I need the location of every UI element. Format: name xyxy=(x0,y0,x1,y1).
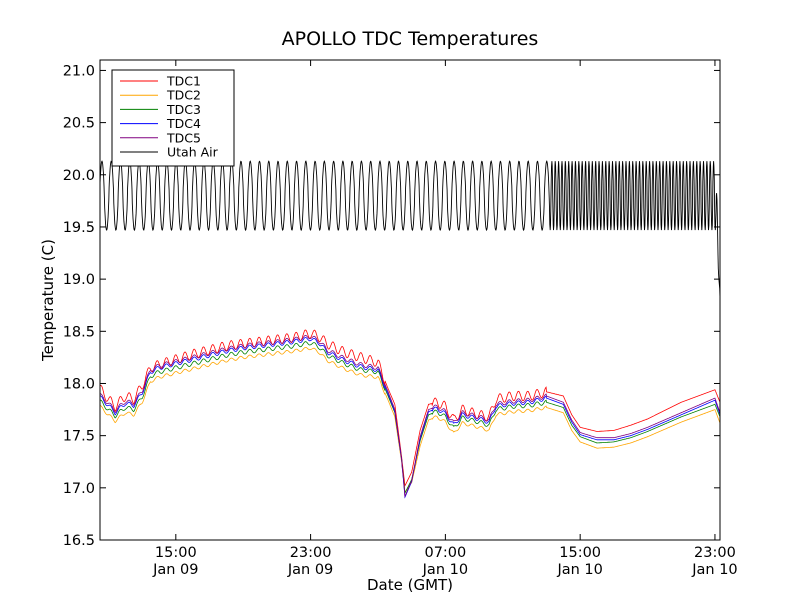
legend-label-tdc1: TDC1 xyxy=(166,74,201,89)
legend-label-utah-air: Utah Air xyxy=(167,145,219,160)
ticks-layer: 16.5 17.0 17.5 18.0 18.5 19.0 19.5 20.0 20.5 21.0… xyxy=(63,60,738,578)
series-line-tdc4 xyxy=(100,337,721,499)
x-axis-label: Date (GMT) xyxy=(367,576,453,594)
y-tick-label: 19.5 xyxy=(63,220,95,236)
series-line-tdc1 xyxy=(99,329,721,487)
y-tick-label: 19.0 xyxy=(63,272,95,288)
x-tick-date: Jan 09 xyxy=(287,562,333,578)
x-tick-date: Jan 10 xyxy=(556,562,602,578)
y-tick-label: 18.0 xyxy=(63,376,95,392)
x-tick-date: Jan 10 xyxy=(691,562,737,578)
x-tick-time: 07:00 xyxy=(424,545,466,561)
legend-label-tdc5: TDC5 xyxy=(166,130,201,145)
x-tick-date: Jan 09 xyxy=(152,562,198,578)
series-line-tdc5 xyxy=(100,334,721,498)
y-tick-label: 21.0 xyxy=(63,63,95,79)
legend-label-tdc3: TDC3 xyxy=(166,102,201,117)
x-tick-time: 15:00 xyxy=(559,545,601,561)
y-tick-label: 17.5 xyxy=(63,429,95,445)
y-tick-label: 20.5 xyxy=(63,116,95,132)
legend-box xyxy=(111,69,235,167)
chart-title: APOLLO TDC Temperatures xyxy=(282,28,539,50)
y-tick-label: 18.5 xyxy=(63,324,95,340)
y-tick-label: 16.5 xyxy=(63,533,95,549)
x-tick-time: 23:00 xyxy=(694,545,736,561)
series-layer xyxy=(99,160,721,499)
legend-label-tdc4: TDC4 xyxy=(166,116,201,131)
x-tick-time: 23:00 xyxy=(290,545,332,561)
plot-frame xyxy=(99,59,721,541)
y-tick-label: 20.0 xyxy=(63,168,95,184)
y-tick-label: 17.0 xyxy=(63,481,95,497)
x-tick-date: Jan 10 xyxy=(422,562,468,578)
x-tick-time: 15:00 xyxy=(155,545,197,561)
y-axis-label: Temperature (C) xyxy=(39,239,57,362)
legend-label-tdc2: TDC2 xyxy=(166,88,201,103)
series-line-tdc3 xyxy=(100,341,721,495)
